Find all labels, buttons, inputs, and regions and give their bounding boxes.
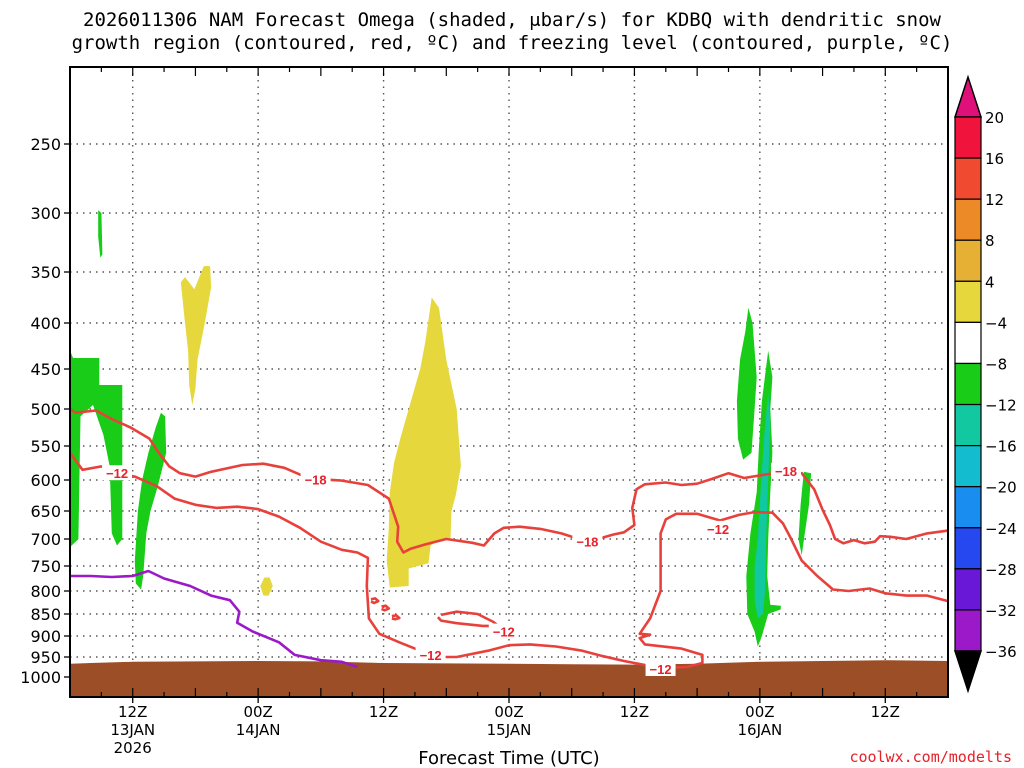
plot-area: [70, 67, 948, 697]
dgz-contour-6: [391, 613, 401, 621]
x-tick-label: 15JAN: [487, 721, 532, 739]
colorbar-label-12: −28: [985, 561, 1017, 579]
contour-label-5: −18: [576, 535, 598, 550]
y-tick-label-800: 800: [30, 582, 61, 601]
x-tick-label: 12Z: [620, 703, 649, 721]
omega-region-5: [260, 577, 273, 596]
contour-label-3: −12: [420, 648, 442, 663]
y-tick-label-600: 600: [30, 471, 61, 490]
x-axis-title: Forecast Time (UTC): [418, 748, 599, 768]
omega-region-7: [736, 307, 757, 460]
y-tick-label-350: 350: [30, 263, 61, 282]
x-tick-label: 13JAN: [110, 721, 155, 739]
omega-region-6: [386, 297, 461, 588]
freezing-level-contour-7: [70, 569, 358, 669]
colorbar-segment-2: [954, 157, 982, 200]
y-tick-label-450: 450: [30, 360, 61, 379]
colorbar-label-4: 8: [985, 232, 995, 250]
colorbar-top-arrow: [953, 74, 983, 118]
colorbar-label-14: −36: [985, 643, 1017, 661]
omega-region-2: [98, 210, 103, 258]
x-tick-label: 12Z: [118, 703, 147, 721]
y-tick-label-500: 500: [30, 400, 61, 419]
x-tick-label: 00Z: [243, 703, 272, 721]
contour-label-7: −12: [650, 662, 672, 677]
y-tick-label-750: 750: [30, 557, 61, 576]
x-tick-label: 00Z: [494, 703, 523, 721]
y-tick-label-700: 700: [30, 530, 61, 549]
y-tick-label-900: 900: [30, 627, 61, 646]
y-tick-label-400: 400: [30, 314, 61, 333]
colorbar-segment-7: [954, 362, 982, 406]
y-tick-label-950: 950: [30, 648, 61, 667]
colorbar-segment-8: [954, 403, 982, 447]
y-tick-label-550: 550: [30, 437, 61, 456]
contour-label-bg: [572, 533, 603, 549]
contour-label-bg: [488, 623, 519, 639]
x-tick-label: 12Z: [369, 703, 398, 721]
colorbar-segment-6: [954, 321, 982, 365]
omega-region-4: [180, 266, 212, 405]
x-tick-label: 14JAN: [236, 721, 281, 739]
colorbar-label-10: −20: [985, 479, 1017, 497]
omega-region-3: [134, 412, 167, 590]
y-tick-label-250: 250: [30, 135, 61, 154]
y-tick-label-300: 300: [30, 204, 61, 223]
colorbar-label-5: 4: [985, 273, 995, 291]
contour-label-2: −18: [305, 472, 327, 487]
colorbar-segment-4: [954, 239, 982, 282]
omega-region-1: [70, 350, 123, 548]
colorbar-segment-12: [954, 568, 982, 611]
contour-label-bg: [645, 661, 676, 676]
colorbar-label-7: −8: [985, 355, 1007, 373]
colorbar-segment-13: [954, 609, 982, 652]
dgz-contour-5: [380, 604, 391, 612]
x-tick-label: 2026: [114, 739, 152, 757]
colorbar-segment-1: [954, 116, 982, 159]
omega-region-9: [754, 393, 771, 619]
contour-label-8: −18: [775, 464, 797, 479]
contour-label-6: −12: [707, 522, 729, 537]
colorbar-segment-9: [954, 445, 982, 488]
credit-text: coolwx.com/modelts: [849, 748, 1012, 766]
contour-label-4: −12: [493, 625, 515, 640]
ground-surface: [70, 660, 948, 697]
y-tick-label-1000: 1000: [20, 668, 61, 687]
omega-region-10: [798, 471, 812, 556]
contour-label-bg: [102, 465, 133, 481]
y-tick-label-650: 650: [30, 502, 61, 521]
colorbar-label-8: −12: [985, 397, 1017, 415]
contour-label-1: −12: [106, 466, 128, 481]
colorbar-label-3: 12: [985, 191, 1004, 209]
contour-label-bg: [415, 646, 446, 662]
colorbar-label-11: −24: [985, 520, 1017, 538]
chart-title-line1: 2026011306 NAM Forecast Omega (shaded, μ…: [83, 9, 941, 31]
colorbar-label-1: 20: [985, 109, 1004, 127]
colorbar-segment-11: [954, 527, 982, 570]
x-tick-label: 00Z: [745, 703, 774, 721]
colorbar-segment-5: [954, 280, 982, 323]
colorbar-segment-10: [954, 486, 982, 529]
colorbar-label-6: −4: [985, 314, 1007, 332]
x-tick-label: 12Z: [871, 703, 900, 721]
colorbar-label-13: −32: [985, 602, 1017, 620]
chart-title-line2: growth region (contoured, red, ºC) and f…: [71, 32, 953, 54]
y-tick-label-850: 850: [30, 605, 61, 624]
dgz-contour-4: [370, 597, 380, 605]
contour-label-bg: [770, 463, 801, 479]
colorbar-label-2: 16: [985, 150, 1004, 168]
x-tick-label: 16JAN: [737, 721, 782, 739]
colorbar-segment-3: [954, 198, 982, 241]
contour-label-bg: [300, 471, 331, 487]
contour-label-bg: [703, 520, 734, 536]
dgz-contour-2: [69, 407, 949, 554]
colorbar-bottom-arrow: [953, 650, 983, 694]
colorbar-label-9: −16: [985, 438, 1017, 456]
